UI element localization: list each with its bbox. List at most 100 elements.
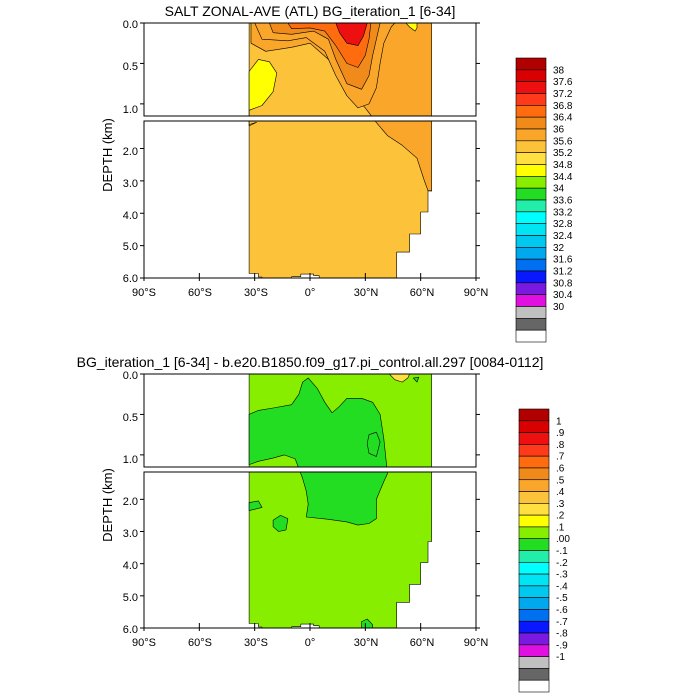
colorbar-box [515, 318, 547, 331]
colorbar-box [518, 514, 550, 528]
colorbar-label: -.4 [556, 581, 568, 592]
x-tick-label: 60°N [410, 287, 435, 299]
y-tick-label: 0.5 [123, 61, 138, 73]
y-tick-label: 4.0 [123, 560, 138, 572]
chart-title: BG_iteration_1 [6-34] - b.e20.B1850.f09_… [77, 354, 544, 370]
colorbar-box [518, 585, 550, 598]
colorbar-label: 35.6 [553, 136, 573, 147]
colorbar-box [515, 306, 547, 319]
colorbar-label: .9 [556, 428, 565, 439]
colorbar-box [518, 444, 550, 457]
colorbar-label: 32.8 [553, 219, 573, 230]
contour-region [361, 618, 374, 628]
colorbar-box [515, 128, 547, 142]
y-tick-label: 3.0 [123, 528, 138, 540]
contour-region [405, 23, 418, 32]
colorbar-label: .1 [556, 522, 565, 533]
contour-region [388, 374, 410, 383]
colorbar-box [515, 176, 547, 189]
x-tick-label: 0° [305, 637, 316, 649]
colorbar-box [515, 294, 547, 307]
colorbar-box [515, 93, 547, 106]
filled-contours [248, 374, 433, 628]
x-tick-label: 30°S [244, 637, 268, 649]
y-tick-label: 1.0 [123, 104, 138, 116]
x-tick-label: 0° [305, 287, 316, 299]
colorbar-box [518, 467, 550, 481]
colorbar-label: 34.4 [553, 172, 573, 183]
contour-region [248, 500, 263, 511]
colorbar-box [518, 503, 550, 516]
colorbar-box [515, 57, 547, 71]
colorbar-box [515, 282, 547, 295]
colorbar-box [518, 620, 550, 634]
colorbar-label: -1 [556, 652, 565, 663]
contour-region [248, 59, 278, 127]
x-tick-label: 90°N [464, 287, 489, 299]
colorbar-label: 37.2 [553, 89, 573, 100]
colorbar-label: 36.8 [553, 101, 573, 112]
colorbar-label: 33.2 [553, 207, 573, 218]
colorbar-label: .6 [556, 463, 565, 474]
colorbar-label: 30.8 [553, 278, 573, 289]
y-axis-label: DEPTH (km) [100, 468, 115, 542]
colorbar-label: .2 [556, 511, 565, 522]
colorbar-label: .00 [556, 534, 570, 545]
colorbar-label: -.1 [556, 546, 568, 557]
x-tick-label: 30°N [354, 637, 379, 649]
colorbar-box [515, 152, 547, 165]
y-tick-label: 0.0 [123, 370, 138, 382]
y-tick-labels: 0.0 0.5 1.0 2.0 3.0 4.0 5.0 6.0 [123, 370, 138, 636]
x-tick-label: 60°N [410, 637, 435, 649]
colorbar: 3837.637.236.836.43635.635.234.834.43433… [515, 57, 573, 343]
x-tick-label: 90°S [132, 637, 156, 649]
colorbar-box [515, 199, 547, 213]
colorbar-label: .3 [556, 499, 565, 510]
colorbar-box [518, 491, 550, 504]
colorbar-label: -.2 [556, 558, 568, 569]
contour-region [335, 23, 368, 46]
colorbar-label: 1 [556, 416, 562, 427]
y-tick-label: 1.0 [123, 454, 138, 466]
y-tick-label: 4.0 [123, 210, 138, 222]
colorbar-box [518, 420, 550, 433]
colorbar-box [518, 479, 550, 492]
colorbar-box [518, 408, 550, 422]
plot-area [140, 22, 480, 281]
colorbar-label: 37.6 [553, 77, 573, 88]
colorbar-box [518, 668, 550, 681]
colorbar-box [515, 211, 547, 224]
colorbar-box [518, 526, 550, 540]
x-tick-label: 30°N [354, 287, 379, 299]
upper-frame [143, 373, 477, 468]
colorbar-box [518, 455, 550, 469]
colorbar-label: 32 [553, 243, 565, 254]
colorbar-label: -.8 [556, 629, 568, 640]
colorbar-label: 34 [553, 184, 565, 195]
colorbar-label: 30.4 [553, 290, 573, 301]
y-tick-label: 2.0 [123, 496, 138, 508]
contour-region [272, 515, 289, 532]
y-tick-label: 0.5 [123, 412, 138, 424]
colorbar-box [515, 187, 547, 201]
colorbar-box [515, 105, 547, 118]
x-tick-label: 60°S [188, 637, 212, 649]
colorbar-box [518, 632, 550, 646]
x-tick-label: 90°N [464, 637, 489, 649]
colorbar-box [518, 550, 550, 563]
y-tick-label: 5.0 [123, 241, 138, 253]
colorbar-box [515, 329, 547, 343]
colorbar-label: -.5 [556, 593, 568, 604]
y-tick-label: 0.0 [123, 19, 138, 31]
difference-panel: BG_iteration_1 [6-34] - b.e20.B1850.f09_… [77, 354, 570, 693]
colorbar-box [515, 116, 547, 130]
colorbar-box [518, 656, 550, 669]
salinity-panel: SALT ZONAL-AVE (ATL) BG_iteration_1 [6-3… [100, 3, 573, 343]
colorbar-box [518, 609, 550, 622]
colorbar-label: 34.8 [553, 160, 573, 171]
colorbar-label: 35.2 [553, 148, 573, 159]
x-tick-label: 30°S [244, 287, 268, 299]
colorbar-label: -.9 [556, 640, 568, 651]
filled-contours [248, 23, 433, 278]
